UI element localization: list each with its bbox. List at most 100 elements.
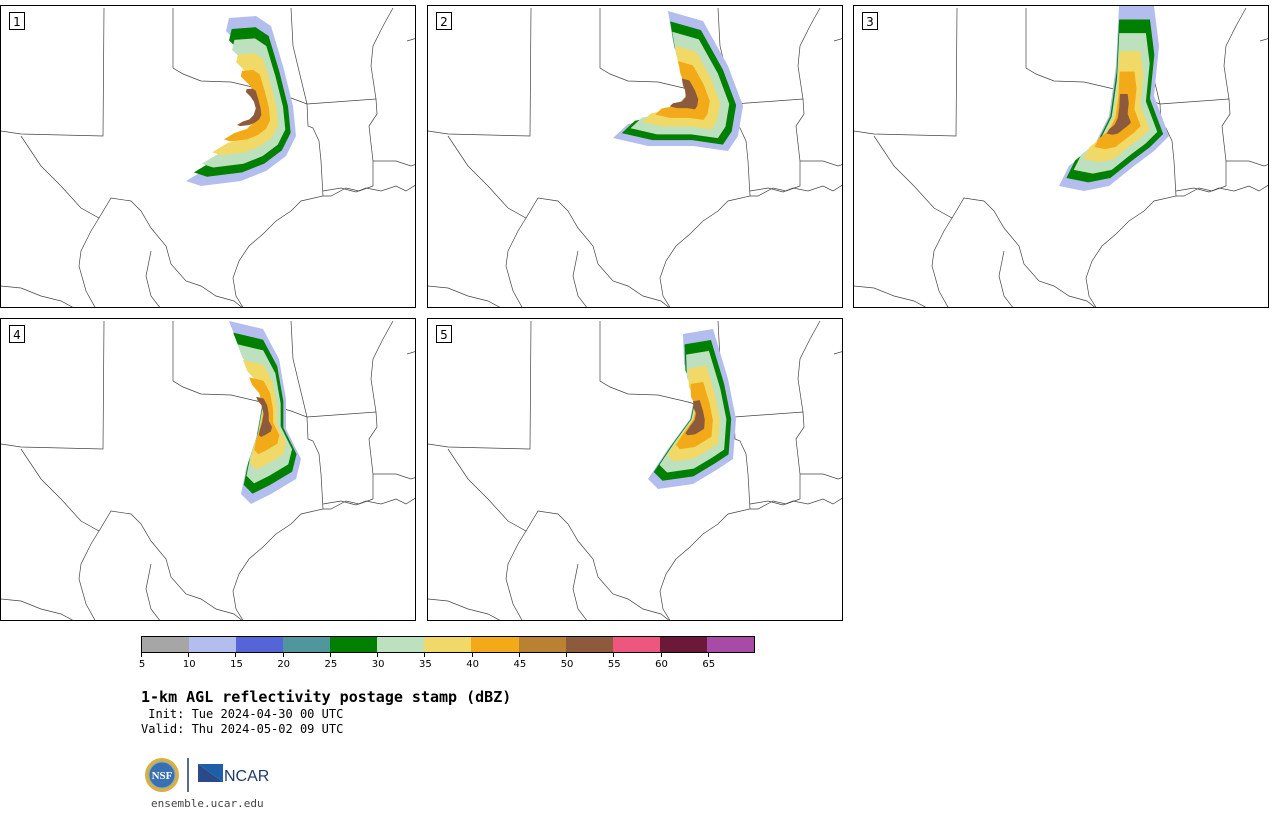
svg-text:NCAR: NCAR (224, 768, 269, 785)
panel-number-1: 1 (9, 12, 25, 30)
map-boundary-line (1226, 160, 1268, 167)
map-boundary-line (749, 497, 842, 506)
postage-stamp-panel-4: 4 (0, 318, 416, 621)
ncar-logo: NCAR (198, 764, 269, 785)
panel-number-2: 2 (436, 12, 452, 30)
reflectivity-echo-region (1106, 94, 1131, 135)
colorbar-tick-label: 45 (513, 659, 527, 670)
map-boundary-line (1, 320, 324, 620)
map-boundary-line (505, 217, 527, 307)
colorbar-ticks: 5 10 15 20 25 30 35 40 45 50 55 60 65 (139, 653, 755, 673)
map-boundary-line (572, 250, 587, 307)
map-panel-5-svg (428, 320, 842, 620)
colorbar-segment (565, 637, 613, 652)
nsf-ncar-logos: NSF NCAR (145, 758, 269, 792)
map-boundary-line (406, 38, 415, 42)
map-boundary-line (854, 7, 1177, 307)
colorbar-segment (518, 637, 566, 652)
colorbar-tick (707, 653, 709, 657)
colorbar-segment (236, 637, 284, 652)
map-boundary-line (322, 497, 415, 506)
map-boundary-line (931, 217, 953, 307)
colorbar-tick-label: 30 (371, 659, 385, 670)
colorbar-tick (566, 653, 568, 657)
colorbar-segment (424, 637, 472, 652)
map-boundary-line (800, 160, 842, 167)
map-boundary-line (833, 38, 842, 42)
colorbar-tick (282, 653, 284, 657)
colorbar-segment (283, 637, 331, 652)
reflectivity-echo-region (256, 396, 272, 438)
map-panel-2-svg (428, 7, 842, 307)
colorbar-tick (660, 653, 662, 657)
colorbar-tick (188, 653, 190, 657)
map-panel-1-svg (1, 7, 415, 307)
colorbar-segment (659, 637, 707, 652)
colorbar-segment (189, 637, 237, 652)
map-boundary-line (505, 530, 527, 620)
reflectivity-colorbar (141, 636, 755, 653)
colorbar-tick (471, 653, 473, 657)
map-boundary-line (800, 473, 842, 480)
init-time: Init: Tue 2024-04-30 00 UTC (141, 707, 344, 721)
figure-title: 1-km AGL reflectivity postage stamp (dBZ… (141, 688, 512, 706)
reflectivity-echo-region (669, 78, 699, 110)
colorbar-tick-label: 25 (324, 659, 338, 670)
colorbar-tick-label: 60 (655, 659, 668, 670)
colorbar-tick-label: 40 (466, 659, 479, 670)
colorbar-tick (613, 653, 615, 657)
panel-number-4: 4 (9, 325, 25, 343)
colorbar-tick (235, 653, 237, 657)
map-boundary-line (370, 7, 394, 100)
map-boundary-line (428, 285, 500, 307)
map-boundary-line (1175, 184, 1268, 193)
map-boundary-line (797, 7, 821, 100)
colorbar-tick-label: 65 (702, 659, 716, 670)
colorbar-tick-label: 15 (230, 659, 243, 670)
colorbar-segment (706, 637, 754, 652)
colorbar-tick (518, 653, 520, 657)
map-boundary-line (406, 351, 415, 355)
map-boundary-line (572, 563, 587, 620)
map-boundary-line (428, 7, 751, 307)
colorbar-segment (377, 637, 425, 652)
colorbar-tick-label: 50 (560, 659, 574, 670)
postage-stamp-panel-2: 2 (427, 5, 843, 308)
colorbar-tick-label: 20 (277, 659, 291, 670)
reflectivity-echo-region (223, 70, 271, 142)
map-boundary-line (145, 563, 160, 620)
map-boundary-line (290, 7, 378, 197)
postage-stamp-panel-1: 1 (0, 5, 416, 308)
map-boundary-line (749, 184, 842, 193)
map-boundary-line (833, 351, 842, 355)
colorbar-segment (142, 637, 190, 652)
map-boundary-line (78, 217, 100, 307)
map-boundary-line (428, 320, 751, 620)
map-boundary-line (373, 473, 415, 480)
colorbar-tick-label: 10 (182, 659, 196, 670)
panel-number-5: 5 (436, 325, 452, 343)
colorbar-tick (377, 653, 379, 657)
colorbar-tick (141, 653, 142, 657)
colorbar-tick-label: 55 (607, 659, 621, 670)
map-boundary-line (1223, 7, 1247, 100)
nsf-logo: NSF (145, 758, 179, 792)
map-boundary-line (322, 184, 415, 193)
colorbar-tick-label: 35 (419, 659, 432, 670)
map-boundary-line (78, 530, 100, 620)
postage-stamp-panel-3: 3 (853, 5, 1269, 308)
colorbar-segment (612, 637, 660, 652)
reflectivity-echo-region (237, 88, 262, 127)
panel-number-3: 3 (862, 12, 878, 30)
map-panel-4-svg (1, 320, 415, 620)
map-boundary-line (373, 160, 415, 167)
postage-stamp-panel-5: 5 (427, 318, 843, 621)
map-boundary-line (428, 598, 500, 620)
colorbar-segment (471, 637, 519, 652)
map-boundary-line (854, 285, 926, 307)
map-boundary-line (1, 7, 324, 307)
svg-text:NSF: NSF (152, 770, 173, 782)
map-boundary-line (145, 250, 160, 307)
footer-url[interactable]: ensemble.ucar.edu (151, 797, 264, 810)
reflectivity-echo-region (1094, 71, 1141, 150)
